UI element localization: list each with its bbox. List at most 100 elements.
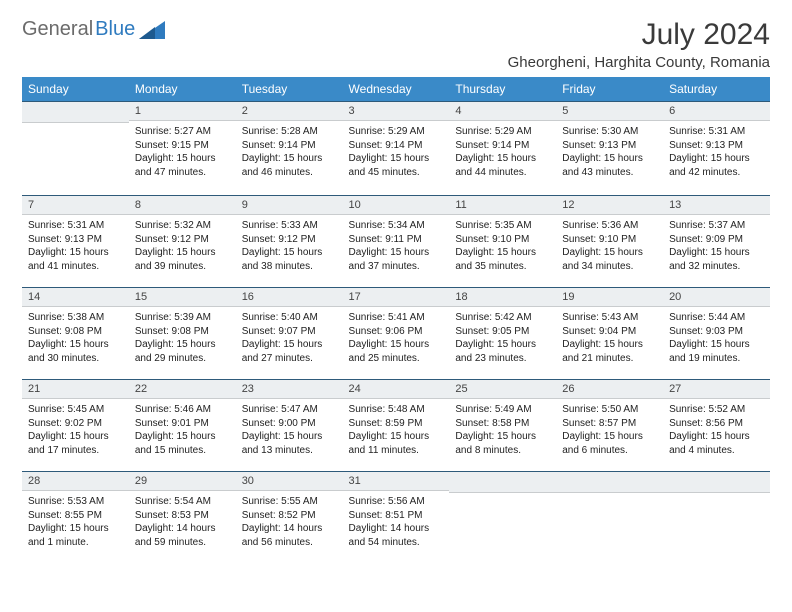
brand-triangle-icon <box>139 21 165 39</box>
daylight-text: Daylight: 15 hours and 38 minutes. <box>242 246 337 273</box>
day-details: Sunrise: 5:56 AMSunset: 8:51 PMDaylight:… <box>343 491 450 563</box>
sunrise-text: Sunrise: 5:29 AM <box>349 125 444 139</box>
calendar-week-row: 14Sunrise: 5:38 AMSunset: 9:08 PMDayligh… <box>22 287 770 379</box>
daylight-text: Daylight: 15 hours and 37 minutes. <box>349 246 444 273</box>
title-block: July 2024 Gheorgheni, Harghita County, R… <box>508 18 770 71</box>
sunset-text: Sunset: 9:13 PM <box>669 139 764 153</box>
sunset-text: Sunset: 9:01 PM <box>135 417 230 431</box>
day-number: 19 <box>556 287 663 307</box>
day-number: 27 <box>663 379 770 399</box>
calendar-body: 1Sunrise: 5:27 AMSunset: 9:15 PMDaylight… <box>22 101 770 565</box>
day-number: 12 <box>556 195 663 215</box>
day-details: Sunrise: 5:28 AMSunset: 9:14 PMDaylight:… <box>236 121 343 193</box>
sunset-text: Sunset: 9:07 PM <box>242 325 337 339</box>
day-number: 25 <box>449 379 556 399</box>
daylight-text: Daylight: 15 hours and 8 minutes. <box>455 430 550 457</box>
calendar-cell: 2Sunrise: 5:28 AMSunset: 9:14 PMDaylight… <box>236 101 343 195</box>
sunset-text: Sunset: 9:13 PM <box>28 233 123 247</box>
calendar-cell: 9Sunrise: 5:33 AMSunset: 9:12 PMDaylight… <box>236 195 343 287</box>
day-number: 17 <box>343 287 450 307</box>
daylight-text: Daylight: 15 hours and 44 minutes. <box>455 152 550 179</box>
day-details: Sunrise: 5:34 AMSunset: 9:11 PMDaylight:… <box>343 215 450 287</box>
day-number: 29 <box>129 471 236 491</box>
day-number <box>663 471 770 493</box>
calendar-cell: 6Sunrise: 5:31 AMSunset: 9:13 PMDaylight… <box>663 101 770 195</box>
sunset-text: Sunset: 9:15 PM <box>135 139 230 153</box>
calendar-cell: 22Sunrise: 5:46 AMSunset: 9:01 PMDayligh… <box>129 379 236 471</box>
day-number: 31 <box>343 471 450 491</box>
sunset-text: Sunset: 9:11 PM <box>349 233 444 247</box>
sunrise-text: Sunrise: 5:47 AM <box>242 403 337 417</box>
day-details: Sunrise: 5:43 AMSunset: 9:04 PMDaylight:… <box>556 307 663 379</box>
weekday-header: Thursday <box>449 77 556 101</box>
calendar-cell: 24Sunrise: 5:48 AMSunset: 8:59 PMDayligh… <box>343 379 450 471</box>
calendar-cell: 28Sunrise: 5:53 AMSunset: 8:55 PMDayligh… <box>22 471 129 565</box>
sunrise-text: Sunrise: 5:28 AM <box>242 125 337 139</box>
daylight-text: Daylight: 15 hours and 17 minutes. <box>28 430 123 457</box>
day-number: 18 <box>449 287 556 307</box>
daylight-text: Daylight: 15 hours and 47 minutes. <box>135 152 230 179</box>
calendar-cell: 23Sunrise: 5:47 AMSunset: 9:00 PMDayligh… <box>236 379 343 471</box>
calendar-cell: 5Sunrise: 5:30 AMSunset: 9:13 PMDaylight… <box>556 101 663 195</box>
day-details: Sunrise: 5:38 AMSunset: 9:08 PMDaylight:… <box>22 307 129 379</box>
day-details: Sunrise: 5:36 AMSunset: 9:10 PMDaylight:… <box>556 215 663 287</box>
day-number: 9 <box>236 195 343 215</box>
brand-logo: GeneralBlue <box>22 18 165 41</box>
brand-part2: Blue <box>95 18 135 41</box>
weekday-header: Wednesday <box>343 77 450 101</box>
daylight-text: Daylight: 15 hours and 4 minutes. <box>669 430 764 457</box>
day-details: Sunrise: 5:49 AMSunset: 8:58 PMDaylight:… <box>449 399 556 471</box>
sunset-text: Sunset: 8:57 PM <box>562 417 657 431</box>
day-number <box>449 471 556 493</box>
day-number <box>22 101 129 123</box>
sunrise-text: Sunrise: 5:39 AM <box>135 311 230 325</box>
day-number: 3 <box>343 101 450 121</box>
daylight-text: Daylight: 15 hours and 39 minutes. <box>135 246 230 273</box>
day-number: 5 <box>556 101 663 121</box>
day-details: Sunrise: 5:40 AMSunset: 9:07 PMDaylight:… <box>236 307 343 379</box>
daylight-text: Daylight: 15 hours and 6 minutes. <box>562 430 657 457</box>
day-details: Sunrise: 5:31 AMSunset: 9:13 PMDaylight:… <box>22 215 129 287</box>
sunset-text: Sunset: 9:12 PM <box>135 233 230 247</box>
day-number: 23 <box>236 379 343 399</box>
calendar-week-row: 21Sunrise: 5:45 AMSunset: 9:02 PMDayligh… <box>22 379 770 471</box>
calendar-cell: 1Sunrise: 5:27 AMSunset: 9:15 PMDaylight… <box>129 101 236 195</box>
daylight-text: Daylight: 15 hours and 19 minutes. <box>669 338 764 365</box>
calendar-cell: 8Sunrise: 5:32 AMSunset: 9:12 PMDaylight… <box>129 195 236 287</box>
day-details: Sunrise: 5:45 AMSunset: 9:02 PMDaylight:… <box>22 399 129 471</box>
day-details: Sunrise: 5:50 AMSunset: 8:57 PMDaylight:… <box>556 399 663 471</box>
day-details: Sunrise: 5:41 AMSunset: 9:06 PMDaylight:… <box>343 307 450 379</box>
day-details: Sunrise: 5:54 AMSunset: 8:53 PMDaylight:… <box>129 491 236 563</box>
sunset-text: Sunset: 9:10 PM <box>455 233 550 247</box>
calendar-cell: 31Sunrise: 5:56 AMSunset: 8:51 PMDayligh… <box>343 471 450 565</box>
daylight-text: Daylight: 15 hours and 27 minutes. <box>242 338 337 365</box>
daylight-text: Daylight: 15 hours and 23 minutes. <box>455 338 550 365</box>
sunset-text: Sunset: 9:12 PM <box>242 233 337 247</box>
weekday-header: Saturday <box>663 77 770 101</box>
daylight-text: Daylight: 15 hours and 42 minutes. <box>669 152 764 179</box>
day-number: 24 <box>343 379 450 399</box>
day-details: Sunrise: 5:52 AMSunset: 8:56 PMDaylight:… <box>663 399 770 471</box>
calendar-cell: 30Sunrise: 5:55 AMSunset: 8:52 PMDayligh… <box>236 471 343 565</box>
daylight-text: Daylight: 15 hours and 11 minutes. <box>349 430 444 457</box>
calendar-week-row: 28Sunrise: 5:53 AMSunset: 8:55 PMDayligh… <box>22 471 770 565</box>
sunrise-text: Sunrise: 5:50 AM <box>562 403 657 417</box>
day-details: Sunrise: 5:53 AMSunset: 8:55 PMDaylight:… <box>22 491 129 563</box>
sunset-text: Sunset: 8:58 PM <box>455 417 550 431</box>
weekday-header: Sunday <box>22 77 129 101</box>
calendar-cell: 10Sunrise: 5:34 AMSunset: 9:11 PMDayligh… <box>343 195 450 287</box>
daylight-text: Daylight: 15 hours and 45 minutes. <box>349 152 444 179</box>
sunset-text: Sunset: 9:02 PM <box>28 417 123 431</box>
sunrise-text: Sunrise: 5:30 AM <box>562 125 657 139</box>
day-details: Sunrise: 5:44 AMSunset: 9:03 PMDaylight:… <box>663 307 770 379</box>
day-number: 11 <box>449 195 556 215</box>
sunset-text: Sunset: 9:06 PM <box>349 325 444 339</box>
sunrise-text: Sunrise: 5:34 AM <box>349 219 444 233</box>
day-details: Sunrise: 5:39 AMSunset: 9:08 PMDaylight:… <box>129 307 236 379</box>
daylight-text: Daylight: 15 hours and 35 minutes. <box>455 246 550 273</box>
sunrise-text: Sunrise: 5:46 AM <box>135 403 230 417</box>
calendar-cell: 25Sunrise: 5:49 AMSunset: 8:58 PMDayligh… <box>449 379 556 471</box>
sunrise-text: Sunrise: 5:41 AM <box>349 311 444 325</box>
calendar-cell <box>663 471 770 565</box>
location-subtitle: Gheorgheni, Harghita County, Romania <box>508 54 770 71</box>
